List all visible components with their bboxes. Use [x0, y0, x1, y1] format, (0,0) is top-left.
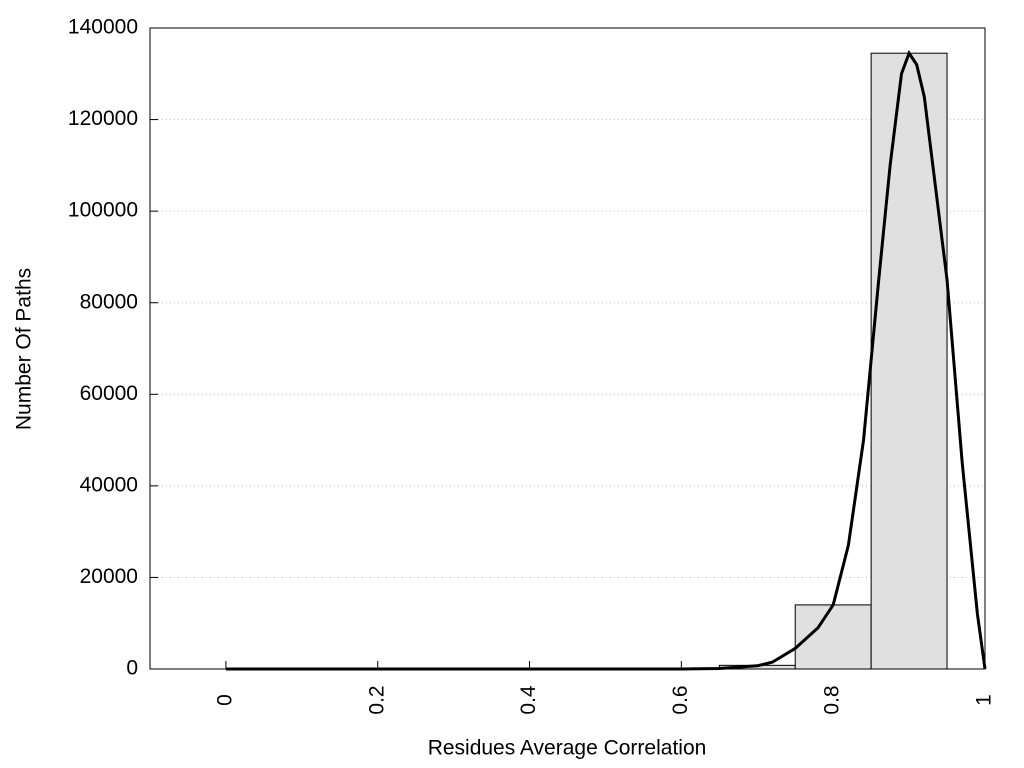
x-axis-label: Residues Average Correlation: [428, 737, 707, 760]
x-tick-label: 0.2: [365, 685, 388, 714]
y-tick-label: 20000: [80, 565, 138, 588]
y-tick-label: 140000: [68, 16, 138, 39]
x-tick-label: 0.8: [821, 685, 844, 714]
y-tick-label: 0: [126, 657, 138, 680]
y-tick-label: 40000: [80, 473, 138, 496]
x-tick-label: 0: [213, 694, 236, 706]
y-axis-label: Number Of Paths: [13, 268, 36, 430]
y-tick-label: 60000: [80, 382, 138, 405]
x-tick-label: 1: [973, 694, 996, 706]
x-tick-label: 0.4: [517, 685, 540, 715]
x-tick-label: 0.6: [669, 685, 692, 714]
y-tick-label: 120000: [68, 107, 138, 130]
bar: [870, 52, 948, 670]
y-tick-label: 100000: [68, 199, 138, 222]
plot-frame: [149, 27, 986, 670]
y-tick-label: 80000: [80, 290, 138, 313]
